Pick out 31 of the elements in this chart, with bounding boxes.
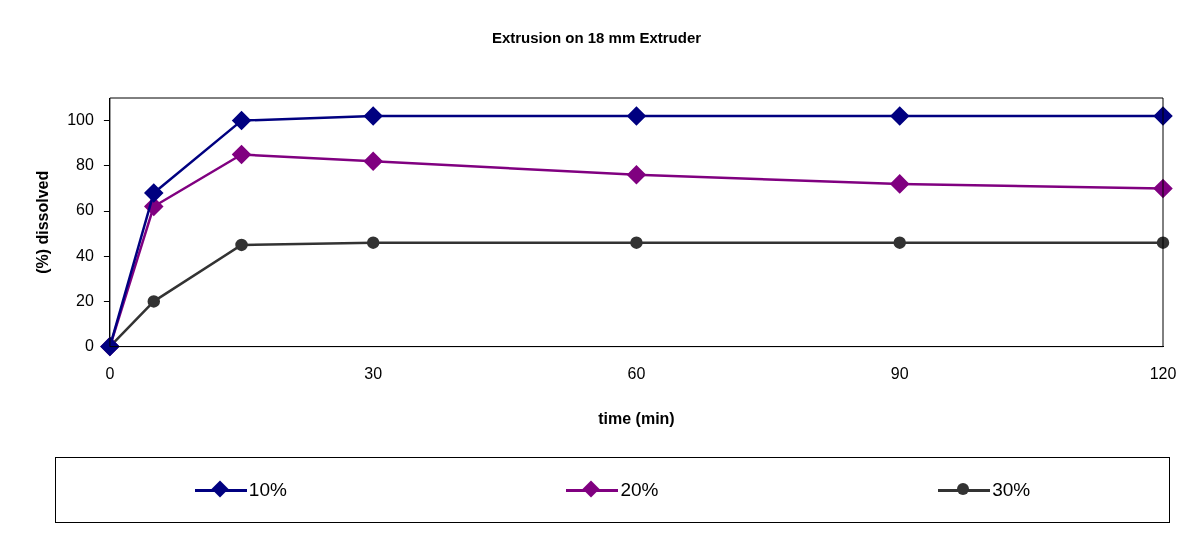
- point: [627, 165, 646, 185]
- x-tick-label: 90: [890, 364, 909, 382]
- point: [366, 236, 380, 249]
- point: [363, 152, 383, 171]
- point: [893, 236, 906, 249]
- point: [232, 111, 251, 130]
- point: [890, 174, 909, 194]
- x-tick-label: 0: [105, 364, 115, 382]
- point: [144, 183, 164, 203]
- y-tick-label: 60: [76, 201, 94, 219]
- y-tick-label: 80: [76, 156, 94, 174]
- x-tick-label: 30: [364, 364, 383, 382]
- x-tick-label: 120: [1149, 364, 1177, 382]
- y-tick-label: 100: [67, 111, 94, 129]
- y-tick-label: 40: [76, 246, 94, 264]
- chart-title: Extrusion on 18 mm Extruder: [491, 29, 702, 47]
- y-tick-label: 20: [76, 291, 94, 309]
- x-axis-title: time (min): [598, 409, 675, 427]
- point: [235, 238, 248, 252]
- legend-label: 30%: [992, 479, 1031, 501]
- point: [147, 295, 161, 308]
- y-tick-label: 0: [84, 337, 94, 355]
- legend-label: 20%: [620, 479, 659, 501]
- legend-label: 10%: [248, 479, 287, 501]
- point: [232, 145, 251, 164]
- point: [627, 106, 646, 126]
- point: [363, 106, 383, 126]
- y-axis-title: (%) dissolved: [34, 170, 52, 274]
- point: [890, 106, 909, 126]
- x-tick-label: 60: [627, 364, 646, 382]
- point: [630, 236, 643, 249]
